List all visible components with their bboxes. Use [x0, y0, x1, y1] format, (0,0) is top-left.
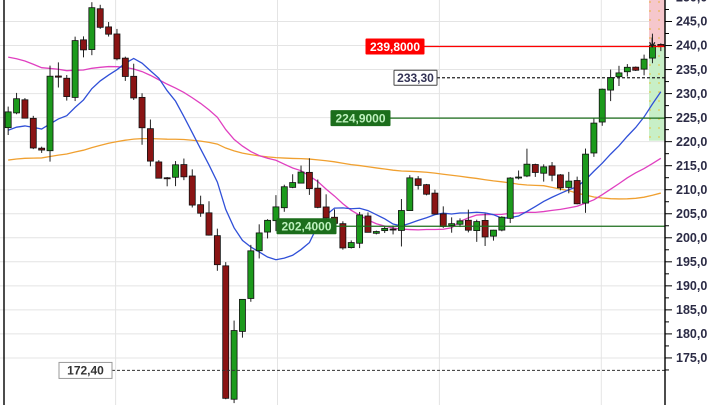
svg-text:205,0: 205,0	[676, 207, 707, 221]
svg-text:233,30: 233,30	[397, 71, 434, 85]
svg-text:224,9000: 224,9000	[335, 111, 385, 125]
svg-text:215,0: 215,0	[676, 159, 707, 173]
svg-text:240,0: 240,0	[676, 39, 707, 53]
svg-text:175,0: 175,0	[676, 351, 707, 365]
svg-text:195,0: 195,0	[676, 255, 707, 269]
svg-text:202,4000: 202,4000	[281, 220, 331, 234]
svg-text:250,0: 250,0	[676, 0, 707, 5]
svg-text:220,0: 220,0	[676, 135, 707, 149]
svg-text:239,8000: 239,8000	[370, 40, 420, 54]
svg-text:235,0: 235,0	[676, 63, 707, 77]
svg-text:190,0: 190,0	[676, 279, 707, 293]
svg-text:225,0: 225,0	[676, 111, 707, 125]
svg-text:172,40: 172,40	[67, 364, 104, 378]
svg-text:210,0: 210,0	[676, 183, 707, 197]
svg-text:180,0: 180,0	[676, 327, 707, 341]
svg-text:245,0: 245,0	[676, 15, 707, 29]
svg-text:185,0: 185,0	[676, 303, 707, 317]
svg-text:200,0: 200,0	[676, 231, 707, 245]
svg-text:230,0: 230,0	[676, 87, 707, 101]
